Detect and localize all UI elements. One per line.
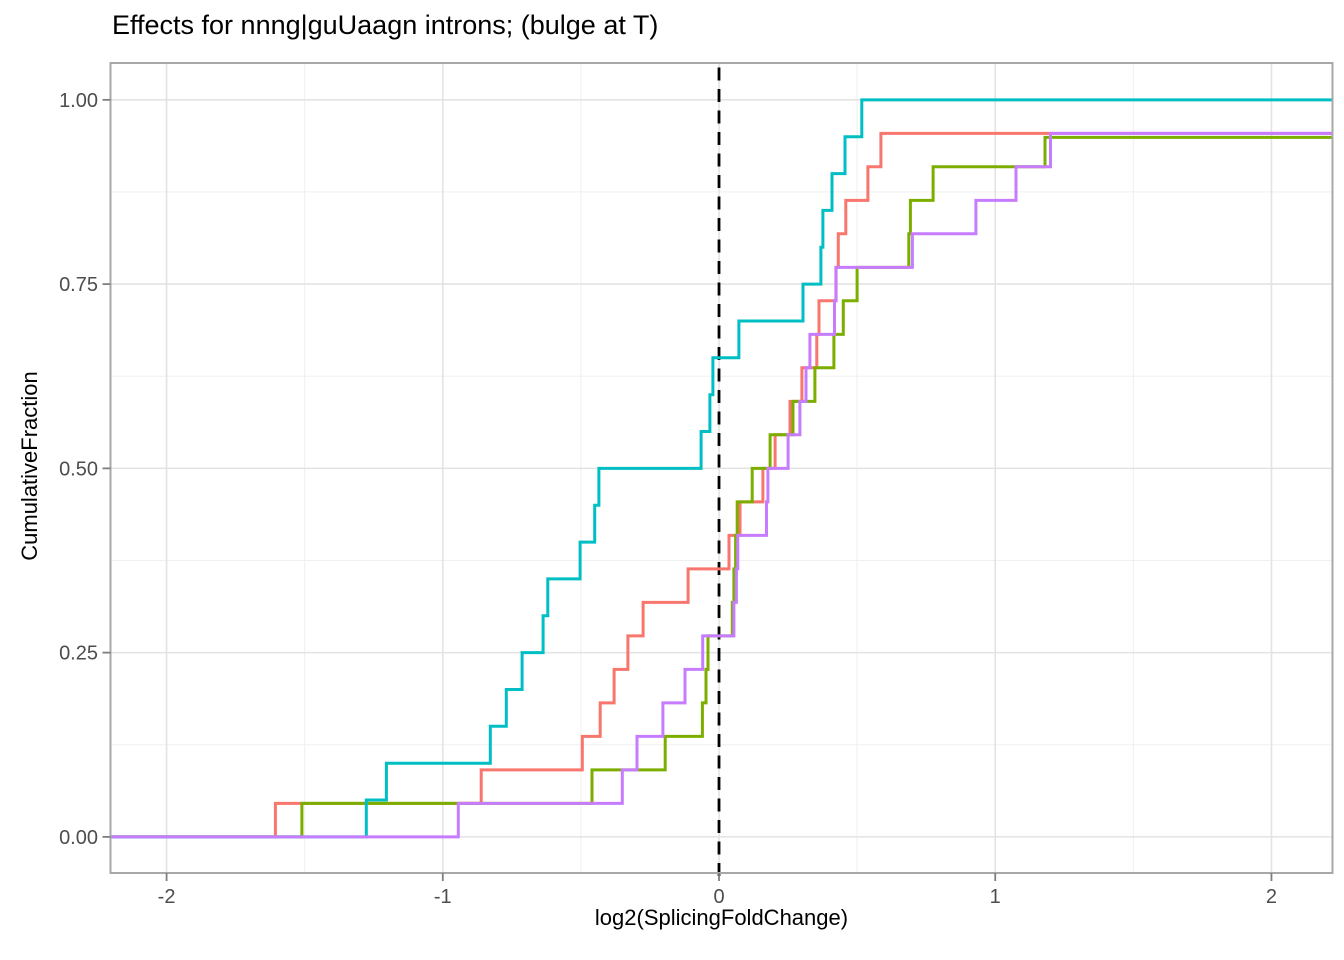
series-teal xyxy=(110,98,1333,839)
x-tick-label: 1 xyxy=(990,886,1001,908)
y-tick-label: 1.00 xyxy=(59,90,98,112)
x-tick-label: -1 xyxy=(434,886,452,908)
series-salmon xyxy=(110,131,1333,839)
series-olive-green xyxy=(110,135,1333,839)
y-axis-title: CumulativeFraction xyxy=(17,371,42,561)
y-tick-label: 0.75 xyxy=(59,274,98,296)
x-axis-title: log2(SplicingFoldChange) xyxy=(594,905,849,930)
series-purple xyxy=(110,131,1333,839)
y-tick-label: 0.25 xyxy=(59,643,98,665)
y-tick-label: 0.50 xyxy=(59,458,98,480)
x-tick-label: 0 xyxy=(713,886,724,908)
chart-title: Effects for nnng|guUaagn introns; (bulge… xyxy=(112,10,659,40)
x-tick-label: -2 xyxy=(158,886,176,908)
y-tick-label: 0.00 xyxy=(59,827,98,849)
grid-major xyxy=(110,63,1333,873)
x-tick-label: 2 xyxy=(1266,886,1277,908)
series xyxy=(110,98,1333,839)
axes: -2 -1 0 1 2 0.00 0.25 0.50 0.75 1.00 xyxy=(59,90,1277,908)
